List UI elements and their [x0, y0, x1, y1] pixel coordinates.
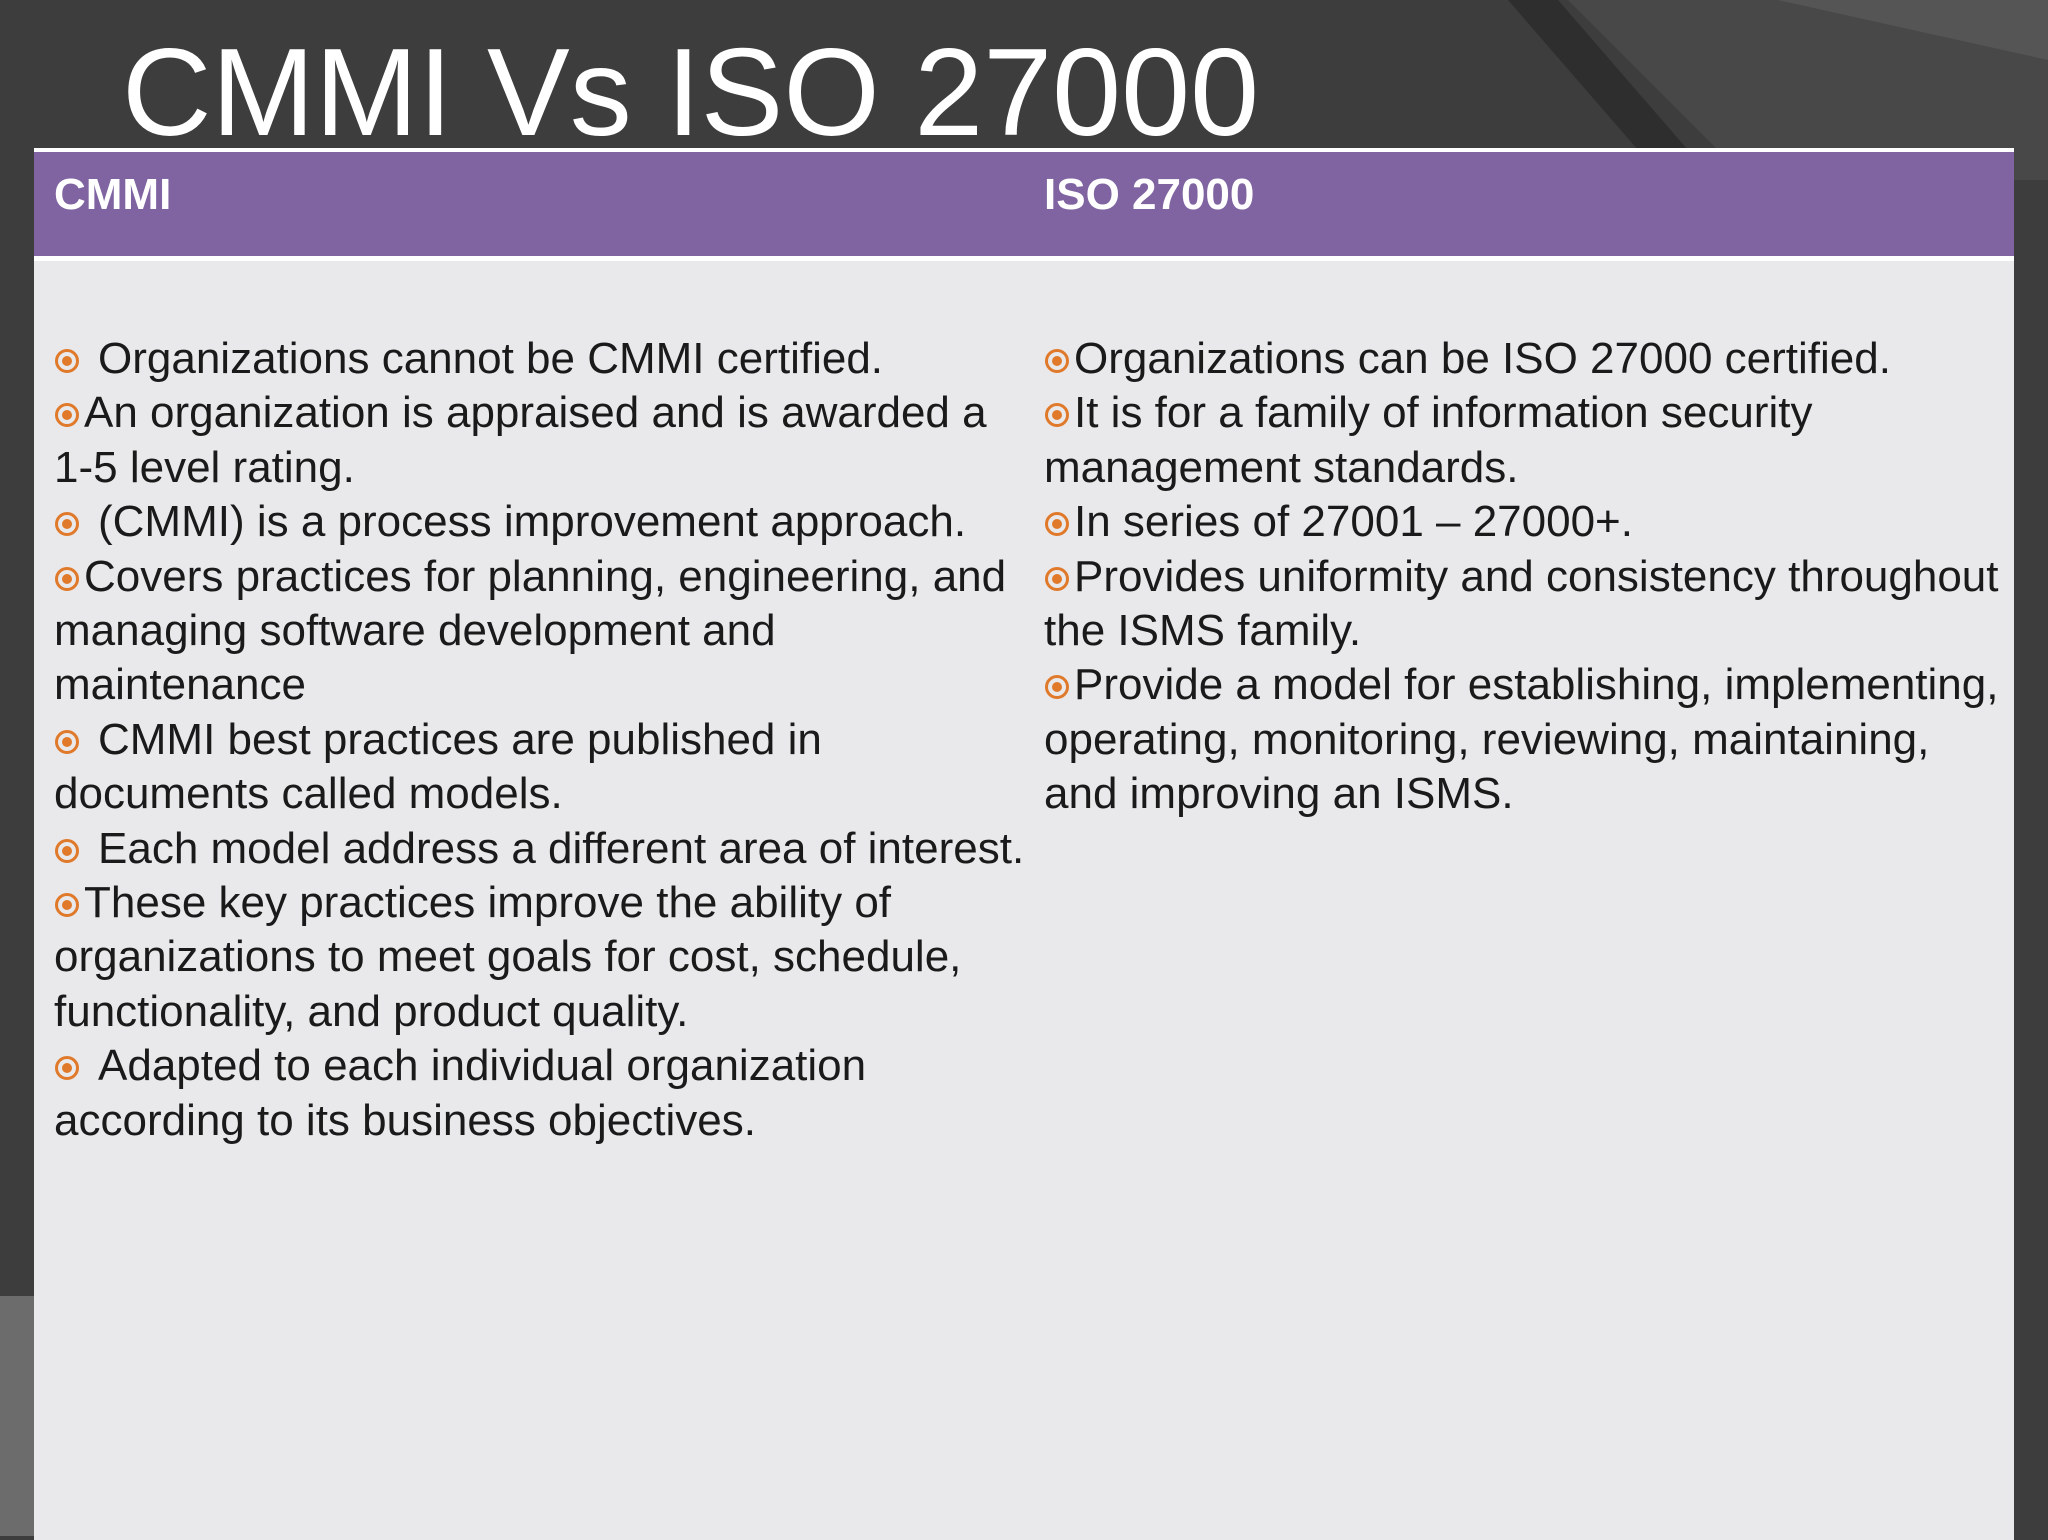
list-item: Each model address a different area of i…	[54, 822, 1034, 876]
bullet-icon	[54, 892, 80, 918]
list-item-text: Adapted to each individual organization …	[54, 1041, 867, 1145]
iso-27000-column: Organizations can be ISO 27000 certified…	[1044, 332, 2004, 822]
comparison-table: CMMI ISO 27000 Organizations cannot be C…	[34, 148, 2014, 1540]
header-iso-27000: ISO 27000	[1044, 170, 1255, 219]
list-item: In series of 27001 – 27000+.	[1044, 495, 2004, 549]
table-header-row: CMMI ISO 27000	[34, 152, 2014, 261]
list-item: CMMI best practices are published in doc…	[54, 713, 1034, 822]
left-edge-decoration	[0, 1296, 34, 1536]
list-item: It is for a family of information securi…	[1044, 386, 2004, 495]
list-item-text: Each model address a different area of i…	[98, 823, 1025, 873]
bullet-icon	[1044, 348, 1070, 374]
list-item-text: CMMI best practices are published in doc…	[54, 714, 822, 819]
background-decoration	[1448, 0, 2048, 180]
list-item: Covers practices for planning, engineeri…	[54, 550, 1034, 713]
list-item: Adapted to each individual organization …	[54, 1039, 1034, 1148]
list-item-text: Organizations can be ISO 27000 certified…	[1074, 334, 1891, 383]
list-item: These key practices improve the ability …	[54, 876, 1034, 1039]
list-item: Organizations cannot be CMMI certified.	[54, 332, 1034, 386]
list-item-text: Covers practices for planning, engineeri…	[54, 551, 1007, 710]
list-item-text: In series of 27001 – 27000+.	[1074, 497, 1633, 547]
list-item-text: Provide a model for establishing, implem…	[1044, 660, 1999, 819]
list-item: An organization is appraised and is awar…	[54, 386, 1034, 495]
list-item: (CMMI) is a process improvement approach…	[54, 495, 1034, 549]
bullet-icon	[54, 511, 80, 537]
list-item: Provides uniformity and consistency thro…	[1044, 550, 2004, 659]
header-cmmi: CMMI	[54, 170, 172, 219]
list-item: Organizations can be ISO 27000 certified…	[1044, 332, 2004, 386]
list-item-text: (CMMI) is a process improvement approach…	[98, 497, 967, 547]
bullet-icon	[1044, 674, 1070, 700]
cmmi-column: Organizations cannot be CMMI certified. A…	[54, 332, 1034, 1148]
list-item-text: Provides uniformity and consistency thro…	[1044, 551, 1999, 656]
bullet-icon	[54, 729, 80, 755]
list-item-text: These key practices improve the ability …	[54, 878, 962, 1036]
bullet-icon	[1044, 511, 1070, 537]
slide-title: CMMI Vs ISO 27000	[122, 24, 1260, 162]
bullet-icon	[54, 1055, 80, 1081]
list-item-text: It is for a family of information securi…	[1044, 388, 1813, 492]
list-item: Provide a model for establishing, implem…	[1044, 658, 2004, 821]
bullet-icon	[1044, 566, 1070, 592]
bullet-icon	[54, 348, 80, 374]
list-item-text: An organization is appraised and is awar…	[54, 388, 987, 492]
bullet-icon	[54, 402, 80, 428]
bullet-icon	[1044, 402, 1070, 428]
bullet-icon	[54, 838, 80, 864]
bullet-icon	[54, 566, 80, 592]
list-item-text: Organizations cannot be CMMI certified.	[98, 334, 884, 383]
